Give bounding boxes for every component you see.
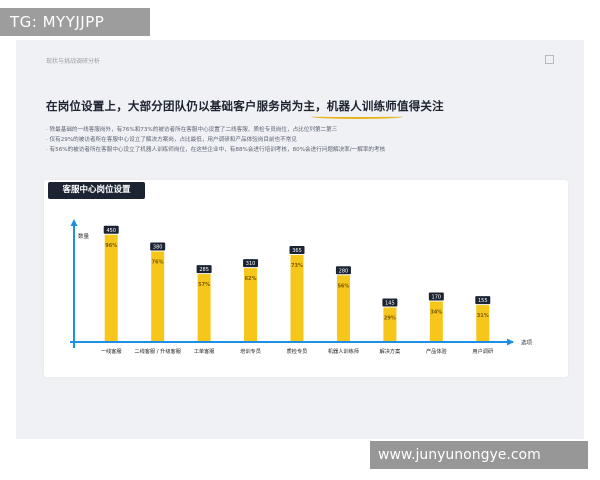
percent-label: 34%: [430, 309, 442, 315]
category-label: 一线客服: [101, 347, 123, 355]
bar: [429, 301, 443, 341]
value-tag: [475, 296, 491, 305]
percent-label: 96%: [105, 243, 117, 249]
bar: [383, 307, 397, 341]
category-label: 培训专员: [240, 347, 261, 355]
value-label: 170: [432, 294, 442, 300]
bar: [197, 274, 211, 341]
value-label: 155: [478, 298, 488, 304]
highlight-underline: [311, 114, 403, 119]
value-label: 280: [339, 268, 349, 274]
percent-label: 57%: [198, 282, 210, 288]
value-tag: [103, 225, 119, 234]
watermark-bottom: www.junyunongye.com: [370, 441, 588, 469]
breadcrumb: 现状与挑战调研分析: [46, 58, 101, 65]
category-label: 用户调研: [472, 347, 493, 355]
percent-label: 76%: [152, 259, 164, 265]
slide: 现状与挑战调研分析 在岗位设置上，大部分团队仍以基础客户服务岗为主，机器人训练师…: [16, 40, 584, 439]
category-label: 解决方案: [380, 347, 402, 355]
bar: [244, 268, 258, 341]
value-tag: [243, 259, 259, 268]
chart-title: 客服中心岗位设置: [48, 182, 145, 199]
bar: [336, 275, 350, 341]
category-label: 机器人训练师: [328, 347, 359, 355]
value-label: 380: [153, 244, 163, 250]
category-label: 二线客服 / 升级客服: [134, 347, 181, 355]
chart-card: [44, 180, 568, 377]
page-title: 在岗位设置上，大部分团队仍以基础客户服务岗为主，机器人训练师值得关注: [46, 99, 444, 113]
bar: [290, 255, 304, 341]
value-label: 285: [199, 267, 209, 273]
value-tag: [150, 242, 166, 251]
value-tag: [428, 292, 444, 301]
value-tag: [382, 298, 398, 307]
percent-label: 73%: [291, 263, 303, 269]
category-label: 工单客服: [194, 347, 216, 355]
bullet-item: · 除最基础的一线客服岗外，有76%和73%的被访者所在客服中心设置了二线客服、…: [46, 127, 338, 133]
watermark-top: TG: MYYJJPP: [0, 8, 150, 36]
y-axis-label: 数量: [78, 232, 90, 240]
external-link-icon[interactable]: [545, 55, 554, 64]
value-tag: [289, 246, 305, 255]
bullet-item: · 有56%的被访者所在客服中心设立了机器人训练师岗位，在这些企业中，有88%会…: [46, 147, 386, 153]
value-label: 365: [292, 248, 302, 254]
percent-label: 56%: [337, 283, 349, 289]
x-axis-label: 选项: [521, 339, 533, 347]
percent-label: 29%: [384, 315, 396, 321]
x-axis-arrow: [507, 338, 514, 346]
value-label: 145: [385, 300, 395, 306]
percent-label: 31%: [477, 313, 489, 319]
y-axis-arrow: [70, 219, 78, 226]
category-label: 产品体验: [426, 347, 448, 355]
category-label: 质检专员: [287, 347, 308, 355]
value-label: 450: [106, 228, 116, 234]
bar: [476, 305, 490, 341]
bullet-item: · 仅有29%的被访者所在客服中心设立了解决方案岗，占比最低，用户调研和产品体验…: [46, 137, 297, 143]
bullet-list: · 除最基础的一线客服岗外，有76%和73%的被访者所在客服中心设置了二线客服、…: [46, 125, 385, 155]
value-tag: [335, 266, 351, 275]
bar: [104, 234, 118, 341]
bar: [151, 251, 165, 341]
percent-label: 62%: [245, 276, 257, 282]
value-tag: [196, 265, 212, 274]
value-label: 310: [246, 261, 256, 267]
